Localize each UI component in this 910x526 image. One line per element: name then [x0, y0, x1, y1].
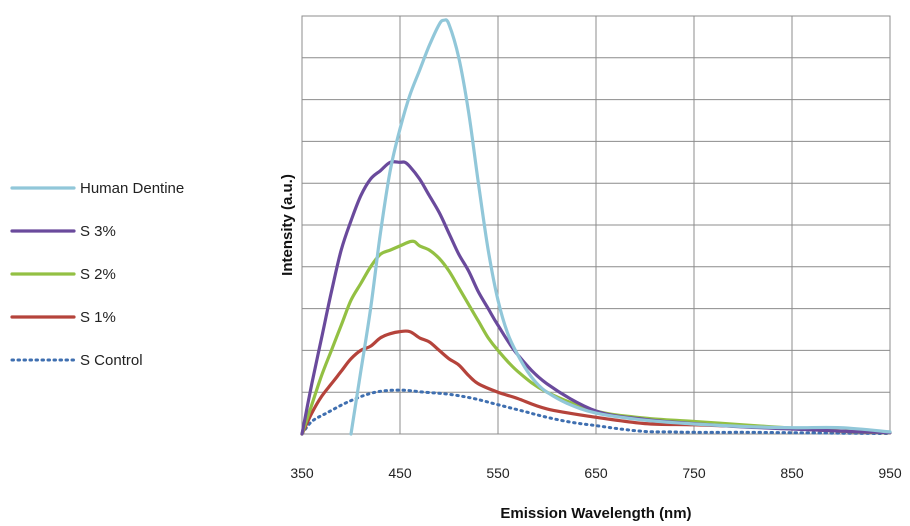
x-tick-label: 850: [780, 465, 804, 481]
gridlines: [302, 16, 890, 434]
x-tick-label: 750: [682, 465, 706, 481]
legend-label-human-dentine: Human Dentine: [80, 180, 184, 197]
legend-label-s-control: S Control: [80, 352, 143, 369]
x-tick-label: 550: [486, 465, 510, 481]
plot-area: [300, 15, 892, 436]
x-axis-title: Emission Wavelength (nm): [500, 505, 691, 522]
plot-border: [301, 15, 891, 435]
legend-label-s-3: S 3%: [80, 223, 116, 240]
y-axis-title: Intensity (a.u.): [279, 174, 296, 276]
legend-label-s-2: S 2%: [80, 266, 116, 283]
x-tick-label: 950: [878, 465, 902, 481]
legend-label-s-1: S 1%: [80, 309, 116, 326]
series-line-s-1: [300, 329, 892, 436]
series-line-human-dentine: [349, 18, 892, 436]
x-axis-ticks: 350 450 550 650 750 850 950: [290, 465, 902, 481]
x-tick-label: 650: [584, 465, 608, 481]
series-line-s-control: [300, 388, 892, 436]
series-lines: [300, 18, 892, 436]
x-tick-label: 350: [290, 465, 314, 481]
x-tick-label: 450: [388, 465, 412, 481]
legend: Human Dentine S 3% S 2% S 1% S Control: [10, 180, 184, 369]
